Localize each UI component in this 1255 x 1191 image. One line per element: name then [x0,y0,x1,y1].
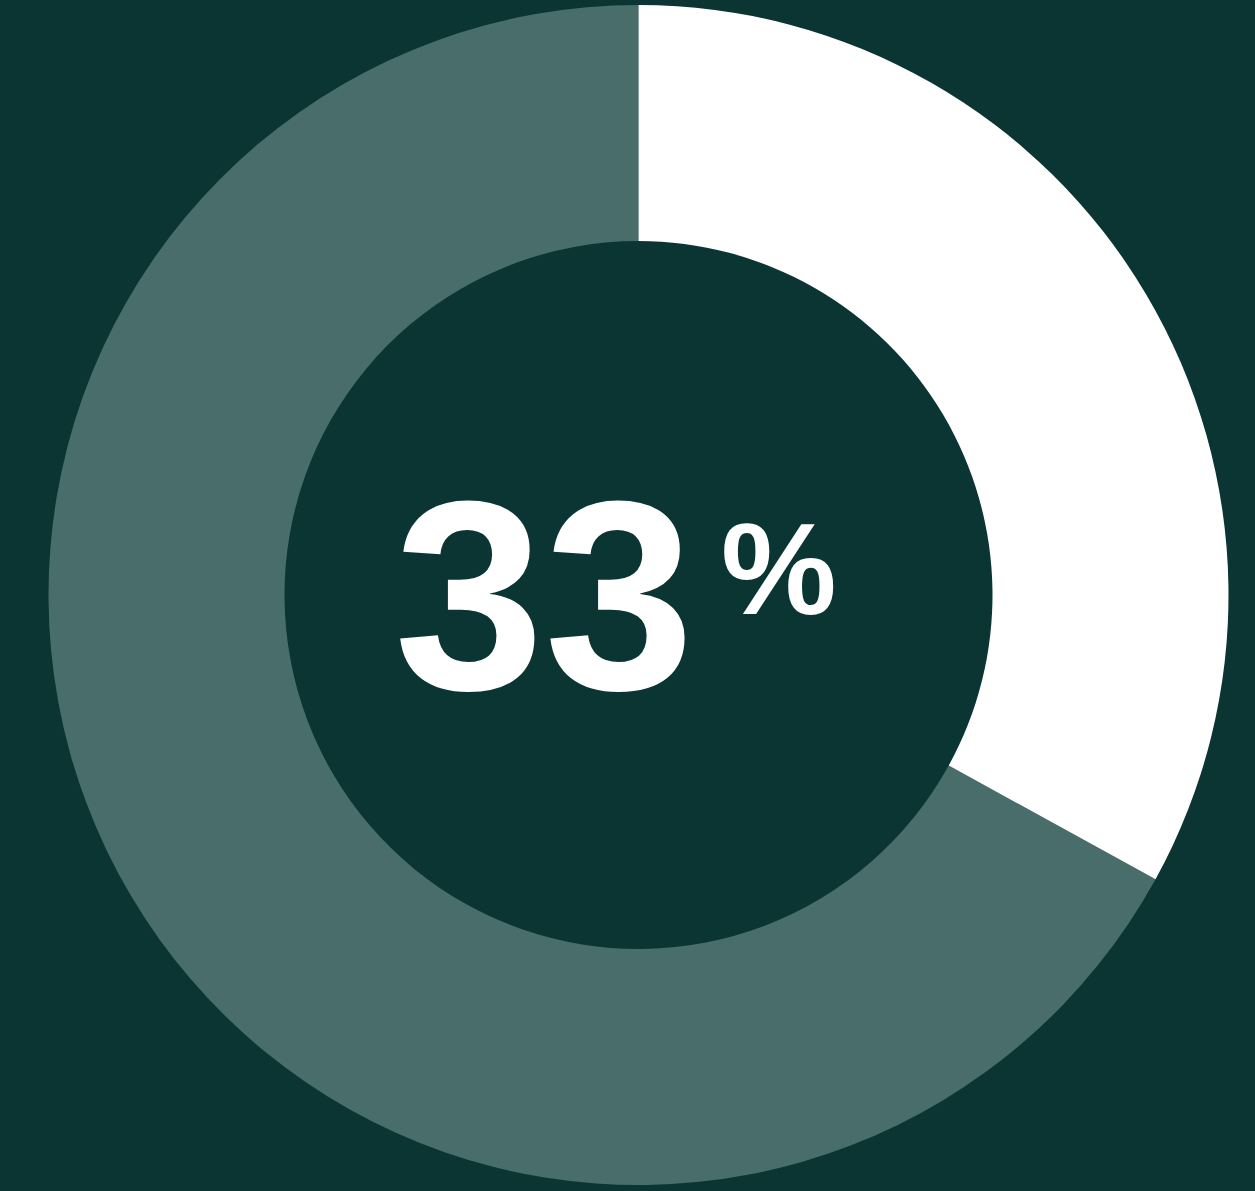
svg-text:33: 33 [394,445,694,746]
svg-text:%: % [721,496,837,642]
